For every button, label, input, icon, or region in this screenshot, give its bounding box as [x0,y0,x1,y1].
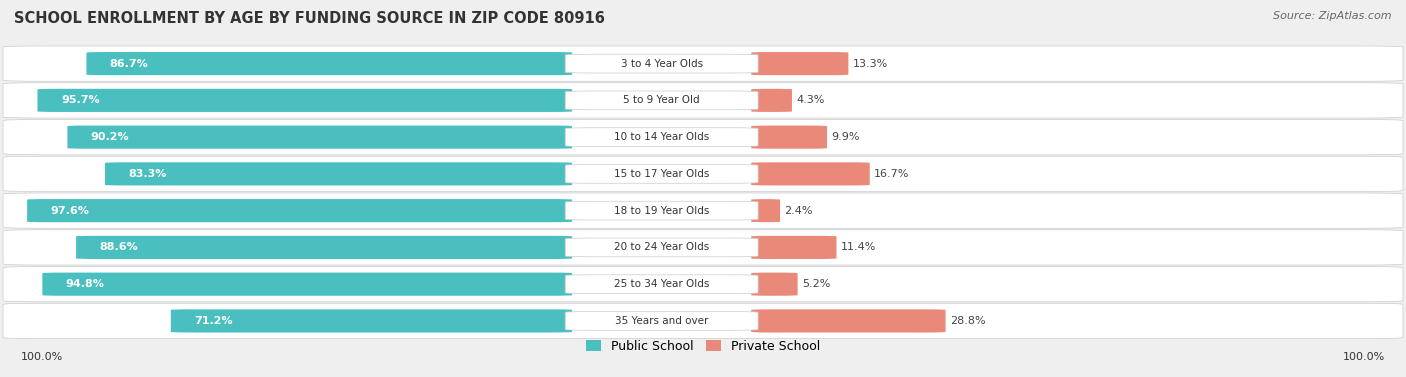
FancyBboxPatch shape [565,128,758,147]
FancyBboxPatch shape [27,199,572,222]
Legend: Public School, Private School: Public School, Private School [582,336,824,357]
Text: 15 to 17 Year Olds: 15 to 17 Year Olds [614,169,710,179]
Text: 94.8%: 94.8% [66,279,104,289]
Text: 3 to 4 Year Olds: 3 to 4 Year Olds [620,58,703,69]
Text: 16.7%: 16.7% [875,169,910,179]
Text: 2.4%: 2.4% [785,205,813,216]
FancyBboxPatch shape [3,156,1403,192]
Text: 4.3%: 4.3% [796,95,824,106]
FancyBboxPatch shape [76,236,572,259]
FancyBboxPatch shape [3,230,1403,265]
Text: Source: ZipAtlas.com: Source: ZipAtlas.com [1274,11,1392,21]
FancyBboxPatch shape [3,303,1403,339]
Text: 100.0%: 100.0% [1343,352,1385,362]
FancyBboxPatch shape [751,126,827,149]
FancyBboxPatch shape [751,310,946,333]
Text: 25 to 34 Year Olds: 25 to 34 Year Olds [614,279,710,289]
FancyBboxPatch shape [751,89,792,112]
FancyBboxPatch shape [3,267,1403,302]
Text: SCHOOL ENROLLMENT BY AGE BY FUNDING SOURCE IN ZIP CODE 80916: SCHOOL ENROLLMENT BY AGE BY FUNDING SOUR… [14,11,605,26]
Text: 11.4%: 11.4% [841,242,876,253]
FancyBboxPatch shape [565,275,758,294]
Text: 86.7%: 86.7% [110,58,149,69]
FancyBboxPatch shape [565,311,758,330]
FancyBboxPatch shape [751,52,848,75]
Text: 71.2%: 71.2% [194,316,233,326]
Text: 20 to 24 Year Olds: 20 to 24 Year Olds [614,242,709,253]
Text: 18 to 19 Year Olds: 18 to 19 Year Olds [614,205,710,216]
Text: 97.6%: 97.6% [51,205,90,216]
FancyBboxPatch shape [170,310,572,333]
FancyBboxPatch shape [565,91,758,110]
FancyBboxPatch shape [105,162,572,185]
Text: 90.2%: 90.2% [91,132,129,142]
Text: 35 Years and over: 35 Years and over [614,316,709,326]
FancyBboxPatch shape [565,201,758,220]
FancyBboxPatch shape [751,199,780,222]
FancyBboxPatch shape [565,238,758,257]
Text: 5.2%: 5.2% [801,279,830,289]
Text: 83.3%: 83.3% [128,169,167,179]
FancyBboxPatch shape [565,164,758,183]
Text: 9.9%: 9.9% [831,132,859,142]
FancyBboxPatch shape [751,162,870,185]
FancyBboxPatch shape [38,89,572,112]
FancyBboxPatch shape [3,46,1403,81]
FancyBboxPatch shape [565,54,758,73]
Text: 13.3%: 13.3% [852,58,887,69]
FancyBboxPatch shape [751,273,797,296]
Text: 88.6%: 88.6% [100,242,138,253]
FancyBboxPatch shape [3,120,1403,155]
FancyBboxPatch shape [3,83,1403,118]
FancyBboxPatch shape [86,52,572,75]
Text: 5 to 9 Year Old: 5 to 9 Year Old [623,95,700,106]
Text: 10 to 14 Year Olds: 10 to 14 Year Olds [614,132,709,142]
FancyBboxPatch shape [751,236,837,259]
Text: 95.7%: 95.7% [60,95,100,106]
Text: 100.0%: 100.0% [21,352,63,362]
Text: 28.8%: 28.8% [949,316,986,326]
FancyBboxPatch shape [42,273,572,296]
FancyBboxPatch shape [3,193,1403,228]
FancyBboxPatch shape [67,126,572,149]
